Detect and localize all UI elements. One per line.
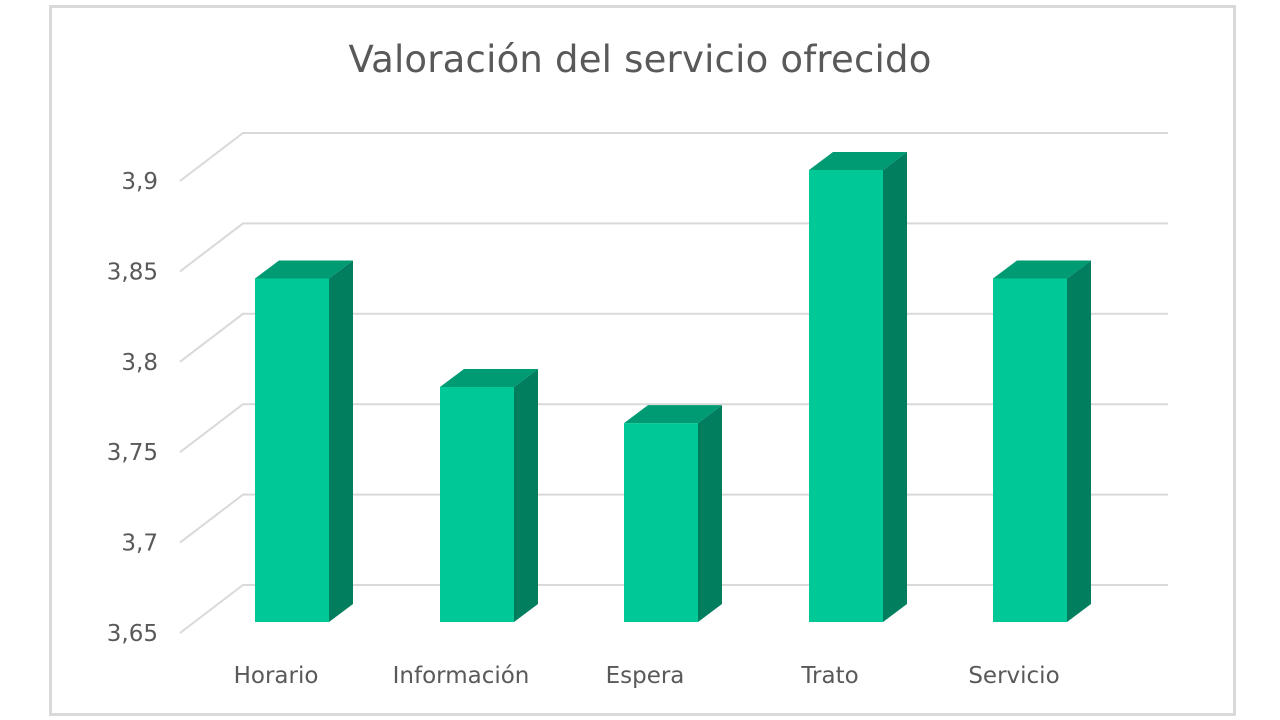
gridline <box>179 132 1168 182</box>
x-tick-label: Trato <box>800 663 858 689</box>
bar-side-horario <box>329 260 353 622</box>
x-tick-label: Servicio <box>968 663 1059 689</box>
bar-top-servicio <box>993 260 1091 279</box>
bar-trato <box>809 170 883 622</box>
chart-title: Valoración del servicio ofrecido <box>348 38 932 81</box>
bar-side-espera <box>698 405 722 622</box>
bar-información <box>440 386 514 622</box>
bar-side-servicio <box>1067 260 1091 622</box>
bar-top-horario <box>255 260 353 279</box>
bar-servicio <box>993 278 1067 622</box>
bar-horario <box>255 278 329 622</box>
x-tick-label: Información <box>393 663 530 689</box>
x-tick-label: Horario <box>234 663 319 689</box>
bar-side-información <box>514 368 538 622</box>
y-tick-label: 3,7 <box>121 531 158 557</box>
bar-top-espera <box>624 405 722 424</box>
bar-side-trato <box>883 152 907 622</box>
y-tick-label: 3,9 <box>121 169 158 195</box>
bar-espera <box>624 423 698 622</box>
y-tick-label: 3,75 <box>107 440 158 466</box>
y-tick-label: 3,85 <box>107 259 158 285</box>
bar-top-trato <box>809 152 907 170</box>
x-tick-label: Espera <box>606 663 685 689</box>
bar-top-información <box>440 368 538 387</box>
y-tick-label: 3,8 <box>121 350 158 376</box>
y-tick-label: 3,65 <box>107 621 158 647</box>
